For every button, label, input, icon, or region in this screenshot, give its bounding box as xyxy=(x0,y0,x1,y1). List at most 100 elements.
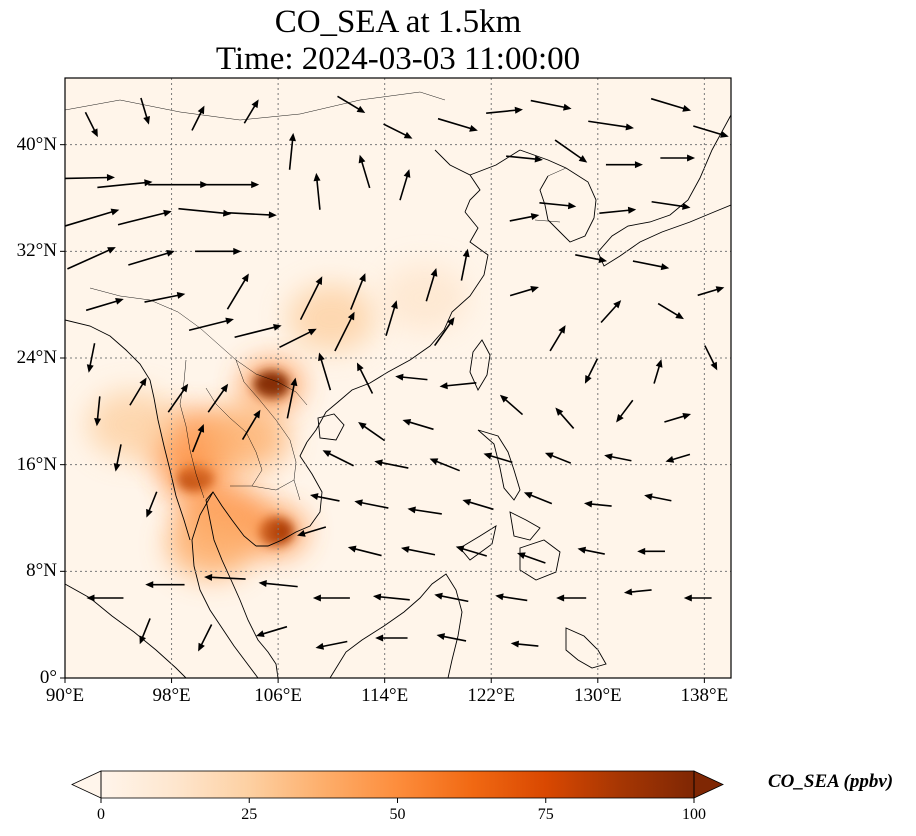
wind-arrow-shaft xyxy=(405,548,436,556)
wind-arrow xyxy=(657,302,684,320)
wind-arrow-head xyxy=(290,377,298,387)
border-thailand-laos xyxy=(205,387,263,487)
wind-arrow-head xyxy=(313,172,321,182)
coastline-bohai xyxy=(434,149,521,213)
wind-arrow-head xyxy=(495,593,504,601)
wind-arrow-shaft xyxy=(140,618,151,640)
wind-arrow-head xyxy=(273,323,282,331)
wind-arrow xyxy=(549,325,566,352)
wind-arrow xyxy=(439,382,477,390)
co-hotspot-myanmar xyxy=(87,390,176,459)
wind-arrow-head xyxy=(91,128,98,138)
wind-arrow-head xyxy=(682,202,691,210)
wind-arrow xyxy=(65,174,115,182)
wind-arrow-head xyxy=(625,123,634,131)
colorbar-body xyxy=(101,771,694,798)
wind-arrow xyxy=(241,409,261,440)
lon-tick-label: 98°E xyxy=(152,685,191,706)
wind-arrow xyxy=(97,179,153,189)
wind-arrow-head xyxy=(514,106,523,114)
wind-arrow-head xyxy=(534,155,543,163)
wind-arrow xyxy=(299,276,323,321)
wind-arrow xyxy=(604,453,632,462)
wind-arrow xyxy=(395,373,428,381)
wind-arrow xyxy=(556,594,587,602)
wind-arrow-shaft xyxy=(500,595,528,602)
wind-arrow xyxy=(583,500,612,508)
wind-arrow-head xyxy=(375,634,384,642)
wind-arrow xyxy=(383,123,413,139)
wind-arrow-head xyxy=(567,202,577,210)
wind-arrow-head xyxy=(469,124,478,132)
wind-arrow-shaft xyxy=(207,387,226,413)
lon-tick-label: 90°E xyxy=(45,685,85,706)
wind-arrow-shaft xyxy=(670,453,691,461)
border-china-south xyxy=(89,287,308,406)
wind-arrow-shaft xyxy=(241,413,259,440)
wind-arrow-shaft xyxy=(226,277,247,310)
wind-arrow-shaft xyxy=(599,209,632,214)
wind-arrow-head xyxy=(307,328,317,336)
wind-arrow-shaft xyxy=(437,117,474,130)
wind-arrow-head xyxy=(115,297,124,305)
wind-arrow-shaft xyxy=(632,260,665,269)
wind-arrow-shaft xyxy=(128,251,171,266)
wind-arrow-head xyxy=(312,594,321,602)
wind-arrow-head xyxy=(598,256,608,264)
map-frame xyxy=(64,77,732,679)
wind-arrow-head xyxy=(347,545,357,553)
wind-arrow xyxy=(113,444,122,472)
wind-arrow-head xyxy=(563,103,572,111)
wind-arrow-shaft xyxy=(167,387,186,413)
wind-arrow-head xyxy=(356,105,366,114)
wind-arrow-head xyxy=(139,377,147,387)
wind-arrow xyxy=(605,161,643,169)
wind-arrow xyxy=(226,273,249,310)
wind-arrow-head xyxy=(683,594,692,602)
wind-arrow xyxy=(207,383,229,413)
wind-arrow-head xyxy=(309,493,319,501)
wind-arrow-head xyxy=(558,325,566,334)
wind-arrow-shaft xyxy=(704,345,716,367)
wind-arrow-shaft xyxy=(539,202,572,207)
wind-arrow-head xyxy=(400,546,410,553)
wind-arrow-head xyxy=(107,247,116,254)
wind-arrow-head xyxy=(510,640,520,648)
wind-arrow xyxy=(195,247,242,255)
wind-arrow-head xyxy=(163,209,172,217)
wind-arrow xyxy=(575,254,608,264)
wind-arrow-shaft xyxy=(575,254,603,261)
co-concentration-field xyxy=(87,264,469,579)
wind-arrow-shaft xyxy=(337,95,362,112)
co-hotspot-south-china xyxy=(287,284,376,352)
wind-arrow xyxy=(358,154,371,189)
wind-arrow-shaft xyxy=(144,294,181,303)
border-myanmar-thailand xyxy=(179,359,205,499)
wind-arrow xyxy=(279,328,317,349)
wind-arrow xyxy=(544,452,572,464)
wind-arrow-shaft xyxy=(433,459,460,472)
wind-arrow-shaft xyxy=(582,548,605,555)
wind-arrow-shaft xyxy=(530,99,567,109)
wind-arrow xyxy=(693,125,729,138)
wind-arrow-shaft xyxy=(407,420,434,431)
wind-arrow xyxy=(191,424,205,453)
wind-arrow-head xyxy=(144,179,153,187)
wind-arrow-shaft xyxy=(358,366,374,394)
wind-arrow-shaft xyxy=(226,211,272,216)
gridlines xyxy=(65,78,731,678)
wind-arrow-head xyxy=(251,181,260,189)
wind-vectors xyxy=(65,95,729,652)
wind-arrow-head xyxy=(429,458,439,465)
wind-arrow-shaft xyxy=(352,547,382,557)
wind-arrow xyxy=(400,546,436,556)
colorbar-extend-min xyxy=(71,770,102,799)
wind-arrow xyxy=(372,593,410,601)
wind-arrow-head xyxy=(555,407,564,416)
co-hotspot-northern-vietnam xyxy=(253,370,290,399)
wind-arrow-head xyxy=(687,154,696,162)
lon-tick-label: 138°E xyxy=(680,685,729,706)
wind-arrow-shaft xyxy=(359,501,389,509)
wind-arrow-head xyxy=(665,456,675,463)
wind-arrow-head xyxy=(483,452,493,460)
